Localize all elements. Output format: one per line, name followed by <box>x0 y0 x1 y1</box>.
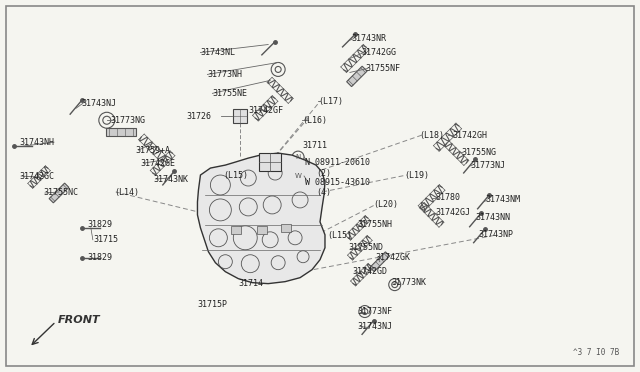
Text: 31726: 31726 <box>186 112 211 121</box>
Text: 31773NK: 31773NK <box>392 278 427 287</box>
Text: 31714: 31714 <box>238 279 263 288</box>
Text: 31743NM: 31743NM <box>485 195 520 205</box>
Text: 31743NN: 31743NN <box>476 214 511 222</box>
Text: (L17): (L17) <box>318 97 343 106</box>
Text: (L18): (L18) <box>420 131 445 140</box>
Text: 31773NF: 31773NF <box>358 307 393 316</box>
Text: ^3 7 I0 7B: ^3 7 I0 7B <box>573 348 619 357</box>
Text: (L20): (L20) <box>373 201 398 209</box>
Text: 31742GE: 31742GE <box>141 158 175 167</box>
Text: 31780: 31780 <box>436 193 461 202</box>
Text: 31743NP: 31743NP <box>479 230 513 239</box>
Text: N: N <box>296 154 301 160</box>
Text: (L16): (L16) <box>302 116 327 125</box>
Text: 31742GK: 31742GK <box>376 253 411 262</box>
Text: 31755NE: 31755NE <box>212 89 248 98</box>
Text: 31829: 31829 <box>88 220 113 230</box>
Text: 31743NJ: 31743NJ <box>358 322 393 331</box>
Polygon shape <box>49 183 69 203</box>
Bar <box>257 226 267 234</box>
Text: 31742GF: 31742GF <box>248 106 284 115</box>
Text: 31715P: 31715P <box>198 300 227 309</box>
Text: 31773NG: 31773NG <box>111 116 146 125</box>
Text: 31829: 31829 <box>88 253 113 262</box>
Text: N 08911-20610: N 08911-20610 <box>305 158 370 167</box>
Text: (L14): (L14) <box>114 189 139 198</box>
Text: 31759+A: 31759+A <box>136 145 171 155</box>
Polygon shape <box>347 66 367 87</box>
Text: 31743NK: 31743NK <box>154 174 189 183</box>
Polygon shape <box>106 128 136 136</box>
Text: 31711: 31711 <box>302 141 327 150</box>
Bar <box>234 109 247 123</box>
Text: 31743NJ: 31743NJ <box>81 99 116 108</box>
Text: 31715: 31715 <box>94 235 119 244</box>
Bar <box>281 224 291 232</box>
Text: 31755NF: 31755NF <box>366 64 401 73</box>
Text: (L15): (L15) <box>327 231 352 240</box>
Text: (4): (4) <box>316 189 331 198</box>
Text: 31743NR: 31743NR <box>352 34 387 43</box>
Text: 31743NL: 31743NL <box>200 48 236 57</box>
Text: (2): (2) <box>316 169 331 177</box>
Bar <box>231 226 241 234</box>
Text: 31742GG: 31742GG <box>362 48 397 57</box>
Text: 31742GJ: 31742GJ <box>436 208 470 217</box>
Text: W 08915-43610: W 08915-43610 <box>305 177 370 186</box>
Polygon shape <box>370 252 390 272</box>
Polygon shape <box>198 153 325 283</box>
Text: FRONT: FRONT <box>58 315 100 326</box>
Text: (L15): (L15) <box>223 170 248 180</box>
Text: 31755NC: 31755NC <box>43 189 78 198</box>
Text: 31742GH: 31742GH <box>452 131 488 140</box>
Text: (L19): (L19) <box>404 170 429 180</box>
Text: 31742GD: 31742GD <box>353 267 388 276</box>
Text: W: W <box>294 173 301 179</box>
Text: 31742GC: 31742GC <box>19 171 54 180</box>
Text: 31755ND: 31755ND <box>348 243 383 252</box>
Text: 31755NG: 31755NG <box>461 148 497 157</box>
Text: 31773NH: 31773NH <box>207 70 243 79</box>
Text: 31743NH: 31743NH <box>19 138 54 147</box>
Text: 31773NJ: 31773NJ <box>470 161 506 170</box>
Bar <box>259 153 281 171</box>
Text: 31755NH: 31755NH <box>358 220 393 230</box>
